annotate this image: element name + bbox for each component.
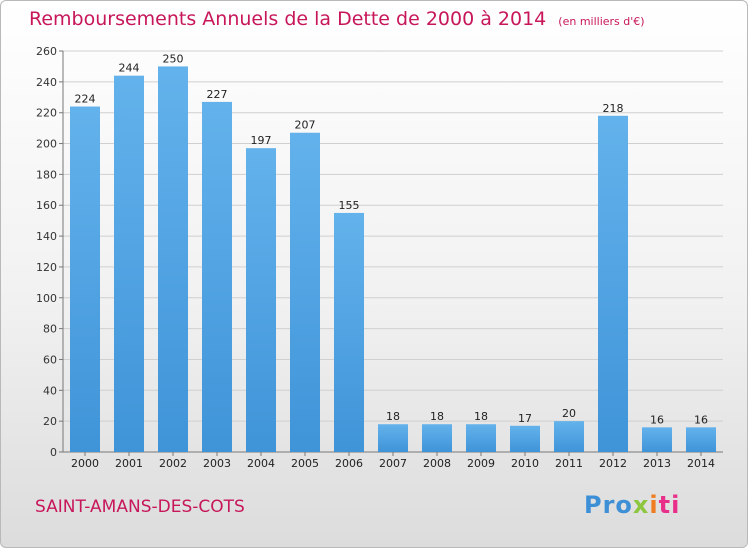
y-tick-label: 220 <box>36 107 57 120</box>
proxiti-logo: Proxiti <box>584 491 681 519</box>
bar-value-label: 18 <box>474 410 488 423</box>
chart-title-text: Remboursements Annuels de la Dette de 20… <box>29 8 547 30</box>
bar-value-label: 20 <box>562 407 576 420</box>
bar-value-label: 18 <box>430 410 444 423</box>
y-tick-label: 140 <box>36 230 57 243</box>
y-tick-label: 120 <box>36 261 57 274</box>
bar-value-label: 16 <box>694 413 708 426</box>
bar <box>334 212 364 452</box>
bar-value-label: 17 <box>518 412 532 425</box>
x-tick-label: 2011 <box>555 457 583 470</box>
y-tick-label: 80 <box>43 323 57 336</box>
y-tick-label: 100 <box>36 292 57 305</box>
x-tick-label: 2000 <box>71 457 99 470</box>
bar-value-label: 218 <box>603 102 624 115</box>
y-tick-label: 180 <box>36 168 57 181</box>
bar <box>202 101 232 453</box>
y-tick-label: 0 <box>50 446 57 459</box>
x-tick-label: 2008 <box>423 457 451 470</box>
bar <box>290 132 320 452</box>
chart-unit: (en milliers d'€) <box>558 15 645 28</box>
bar-value-label: 18 <box>386 410 400 423</box>
y-tick-label: 200 <box>36 138 57 151</box>
bar <box>70 106 100 453</box>
y-tick-label: 240 <box>36 76 57 89</box>
bar <box>554 421 584 452</box>
x-tick-label: 2005 <box>291 457 319 470</box>
y-tick-label: 20 <box>43 415 57 428</box>
x-tick-label: 2013 <box>643 457 671 470</box>
bar-value-label: 250 <box>163 52 184 65</box>
bar <box>510 425 540 452</box>
bar-value-label: 207 <box>295 119 316 132</box>
x-tick-label: 2001 <box>115 457 143 470</box>
chart-title: Remboursements Annuels de la Dette de 20… <box>29 8 645 30</box>
bar <box>466 424 496 452</box>
bar <box>642 427 672 452</box>
y-tick-label: 160 <box>36 199 57 212</box>
bar <box>158 66 188 452</box>
bar-value-label: 224 <box>75 93 96 106</box>
x-tick-label: 2009 <box>467 457 495 470</box>
y-tick-label: 40 <box>43 384 57 397</box>
y-tick-label: 260 <box>36 45 57 58</box>
x-tick-label: 2014 <box>687 457 715 470</box>
bar <box>422 424 452 452</box>
bar-value-label: 16 <box>650 413 664 426</box>
bar-value-label: 155 <box>339 199 360 212</box>
bar <box>114 75 144 452</box>
bar-value-label: 244 <box>119 62 140 75</box>
x-tick-label: 2004 <box>247 457 275 470</box>
bar <box>686 427 716 452</box>
x-tick-label: 2006 <box>335 457 363 470</box>
bar-value-label: 227 <box>207 88 228 101</box>
bar <box>246 148 276 452</box>
x-tick-label: 2012 <box>599 457 627 470</box>
x-tick-label: 2007 <box>379 457 407 470</box>
town-name: SAINT-AMANS-DES-COTS <box>35 497 245 517</box>
x-tick-label: 2002 <box>159 457 187 470</box>
bar-value-label: 197 <box>251 134 272 147</box>
x-tick-label: 2010 <box>511 457 539 470</box>
bar <box>598 115 628 453</box>
y-tick-label: 60 <box>43 353 57 366</box>
x-tick-label: 2003 <box>203 457 231 470</box>
bar <box>378 424 408 452</box>
